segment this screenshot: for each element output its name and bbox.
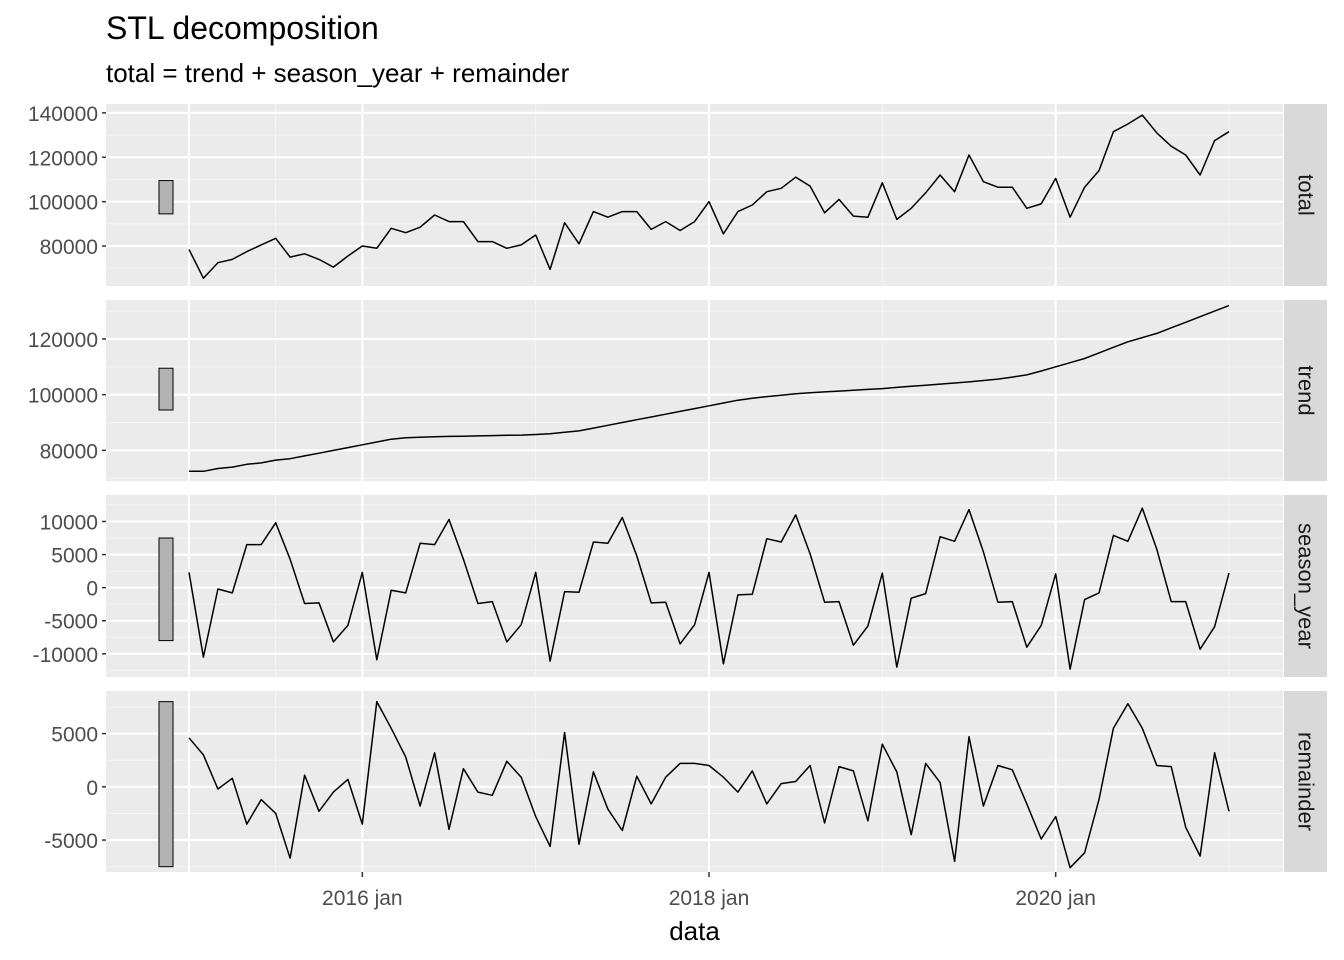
y-tick-label: -5000 (44, 611, 98, 634)
x-tick-label: 2016 jan (322, 887, 403, 910)
series-line-total (188, 114, 1230, 279)
facet-strip (1284, 691, 1327, 872)
series-line-season_year (188, 507, 1230, 670)
y-tick-label: 120000 (28, 147, 98, 170)
y-tick-label: 100000 (28, 385, 98, 408)
panel-background (106, 104, 1283, 286)
panel-background (106, 300, 1283, 481)
facet-strip-label: total (1294, 174, 1319, 216)
series-line-trend (189, 304, 1230, 473)
y-tick-label: 10000 (40, 511, 98, 534)
y-tick-label: 120000 (28, 329, 98, 352)
y-tick-label: -5000 (44, 830, 98, 853)
y-tick-label: 80000 (40, 236, 98, 259)
scale-bar (158, 180, 174, 215)
x-axis-label: data (669, 916, 720, 946)
y-tick-label: 100000 (28, 192, 98, 215)
chart-subtitle: total = trend + season_year + remainder (106, 58, 570, 88)
y-tick-label: 80000 (40, 440, 98, 463)
facet-strip (1284, 300, 1327, 481)
panel-background (106, 691, 1283, 872)
scale-bar (158, 367, 174, 411)
chart-title: STL decomposition (106, 10, 379, 46)
facet-strip (1284, 104, 1327, 286)
y-tick-label: 140000 (28, 103, 98, 126)
x-tick-label: 2018 jan (669, 887, 750, 910)
facet-strip (1284, 495, 1327, 677)
x-tick-label: 2020 jan (1015, 887, 1096, 910)
facet-strip-label: remainder (1294, 732, 1319, 831)
y-tick-label: 0 (86, 777, 98, 800)
panel-background (106, 495, 1283, 677)
facet-strip-label: trend (1294, 365, 1319, 415)
facet-strip-label: season_year (1294, 523, 1319, 649)
y-tick-label: -10000 (33, 644, 98, 667)
series-line-remainder (188, 700, 1230, 869)
y-tick-label: 0 (86, 578, 98, 601)
y-tick-label: 5000 (51, 545, 98, 568)
scale-bar (158, 537, 174, 642)
y-tick-label: 5000 (51, 724, 98, 747)
scale-bar (158, 701, 174, 868)
